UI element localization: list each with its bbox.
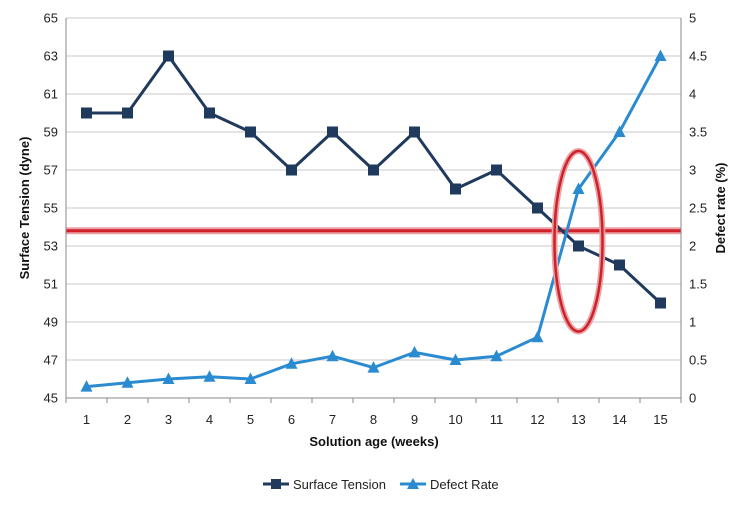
surface-tension-point [286, 164, 297, 176]
x-tick-label: 3 [165, 412, 172, 427]
surface-tension-point [163, 50, 174, 62]
surface-tension-point [614, 259, 625, 271]
defect-rate-point [449, 353, 462, 365]
y-tick-label: 61 [44, 87, 58, 102]
defect-rate-point [613, 125, 626, 137]
defect-rate-point [490, 349, 503, 362]
defect-rate-point [408, 345, 421, 358]
surface-tension-point [532, 202, 543, 214]
defect-rate-point [572, 182, 585, 194]
x-tick-label: 1 [83, 412, 90, 427]
y-axis-title: Surface Tension (dyne) [17, 137, 32, 280]
x-tick-label: 13 [571, 412, 585, 427]
legend-item-defect-rate: Defect Rate [400, 477, 499, 492]
y2-tick-label: 1.5 [689, 277, 707, 292]
x-tick-label: 12 [530, 412, 544, 427]
surface-tension-point [245, 126, 256, 138]
legend-square-marker-icon [271, 479, 281, 489]
highlight-layer [551, 148, 606, 335]
surface-tension-point [409, 126, 420, 138]
series-line-surface-tension [86, 54, 662, 305]
y-tick-label: 63 [44, 49, 58, 64]
x-tick-label: 4 [206, 412, 213, 427]
right-axis-ticks: 0 0.5 1 1.5 2 2.5 3 3.5 4 4.5 5 [689, 11, 707, 406]
y-tick-label: 53 [44, 239, 58, 254]
y-tick-label: 47 [44, 353, 58, 368]
x-tick-label: 6 [288, 412, 295, 427]
legend-triangle-marker-icon [407, 478, 419, 489]
y-tick-label: 59 [44, 125, 58, 140]
defect-rate-point [203, 370, 216, 382]
y2-tick-label: 2 [689, 239, 696, 254]
defect-rate-point [80, 380, 93, 392]
y2-tick-label: 3 [689, 163, 696, 178]
x-tick-label: 15 [653, 412, 667, 427]
defect-rate-point [162, 372, 175, 384]
y-tick-label: 51 [44, 277, 58, 292]
y-tick-label: 57 [44, 163, 58, 178]
y2-tick-label: 1 [689, 315, 696, 330]
highlight-ellipse [553, 149, 604, 333]
defect-rate-point [121, 376, 134, 388]
y-tick-label: 55 [44, 201, 58, 216]
y2-tick-label: 3.5 [689, 125, 707, 140]
x-axis-ticks: 1 2 3 4 5 6 7 8 9 10 11 12 13 14 15 [65, 398, 682, 427]
y-tick-label: 49 [44, 315, 58, 330]
x-tick-label: 9 [411, 412, 418, 427]
surface-tension-point [368, 164, 379, 176]
legend-label-defect-rate: Defect Rate [430, 477, 499, 492]
x-tick-label: 10 [448, 412, 462, 427]
x-tick-label: 5 [247, 412, 254, 427]
surface-tension-point [204, 107, 215, 119]
y2-tick-label: 5 [689, 11, 696, 26]
y-tick-label: 65 [44, 11, 58, 26]
surface-tension-point [655, 297, 666, 309]
legend: Surface Tension Defect Rate [263, 477, 499, 492]
defect-rate-point [367, 361, 380, 373]
y2-tick-label: 4 [689, 87, 696, 102]
defect-rate-point [326, 349, 339, 362]
x-tick-label: 7 [329, 412, 336, 427]
y2-tick-label: 2.5 [689, 201, 707, 216]
surface-tension-point [491, 164, 502, 176]
gridlines [66, 17, 681, 399]
x-axis-title: Solution age (weeks) [309, 434, 438, 449]
defect-rate-point [654, 49, 667, 61]
surface-tension-point [122, 107, 133, 119]
series-line-defect-rate [86, 55, 662, 389]
x-tick-label: 8 [370, 412, 377, 427]
x-tick-label: 2 [124, 412, 131, 427]
defect-rate-point [531, 330, 544, 343]
series-layer [80, 49, 667, 392]
defect-rate-point [285, 357, 298, 369]
y2-axis-title: Defect rate (%) [713, 162, 728, 253]
x-tick-label: 14 [612, 412, 626, 427]
surface-tension-point [327, 126, 338, 138]
y-tick-label: 45 [44, 391, 58, 406]
y2-tick-label: 0.5 [689, 353, 707, 368]
legend-label-surface-tension: Surface Tension [293, 477, 386, 492]
y2-tick-label: 4.5 [689, 49, 707, 64]
x-tick-label: 11 [490, 412, 504, 427]
y2-tick-label: 0 [689, 391, 696, 406]
axes [65, 18, 682, 399]
left-axis-ticks: 45 47 49 51 53 55 57 59 61 63 65 [44, 11, 58, 406]
legend-item-surface-tension: Surface Tension [263, 477, 386, 492]
defect-rate-point [244, 372, 257, 384]
surface-tension-point [573, 240, 584, 252]
surface-tension-point [81, 107, 92, 119]
surface-tension-point [450, 183, 461, 195]
